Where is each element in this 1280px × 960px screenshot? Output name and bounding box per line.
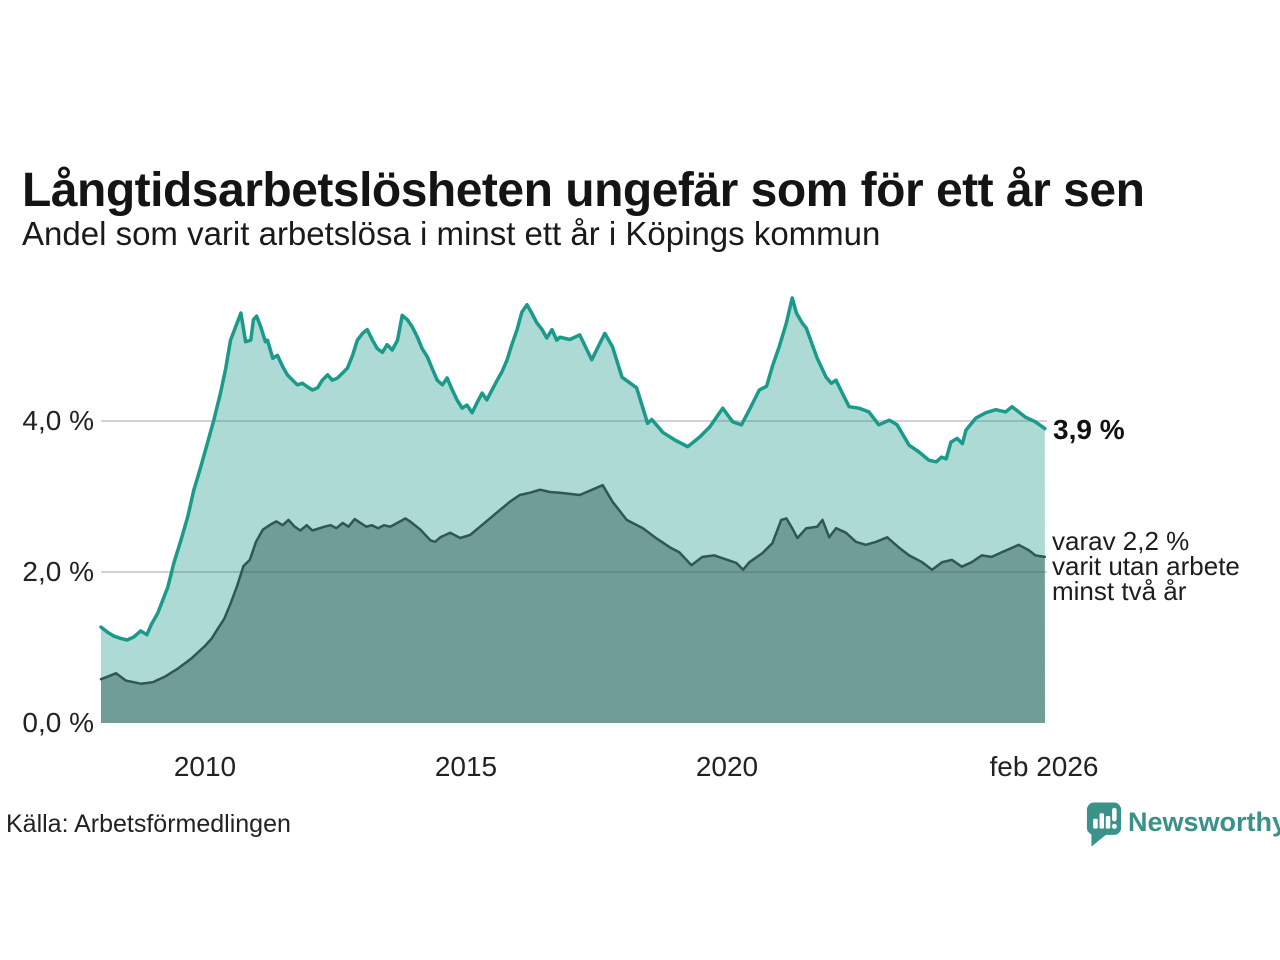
newsworthy-wordmark: Newsworthy [1128,807,1280,837]
newsworthy-logo: Newsworthy [1086,799,1280,851]
x-axis-label-2015: 2015 [434,751,498,782]
latest-value-two-years-annotation: varav 2,2 % varit utan arbete minst två … [1052,526,1240,606]
chart-subtitle: Andel som varit arbetslösa i minst ett å… [22,215,881,252]
newsworthy-pin-icon [1086,802,1122,847]
latest-value-total-annotation: 3,9 % [1053,414,1125,445]
page-title: Långtidsarbetslösheten ungefär som för e… [22,164,1145,218]
x-axis-label-2010: 2010 [173,751,237,782]
y-axis-label-0: 0,0 % [22,707,94,738]
y-axis-label-2: 2,0 % [22,556,94,587]
y-axis-label-4: 4,0 % [22,405,94,436]
x-axis-label-2020: 2020 [695,751,759,782]
x-axis-label-feb-2026: feb 2026 [989,751,1099,782]
source-credit: Källa: Arbetsförmedlingen [6,810,291,838]
